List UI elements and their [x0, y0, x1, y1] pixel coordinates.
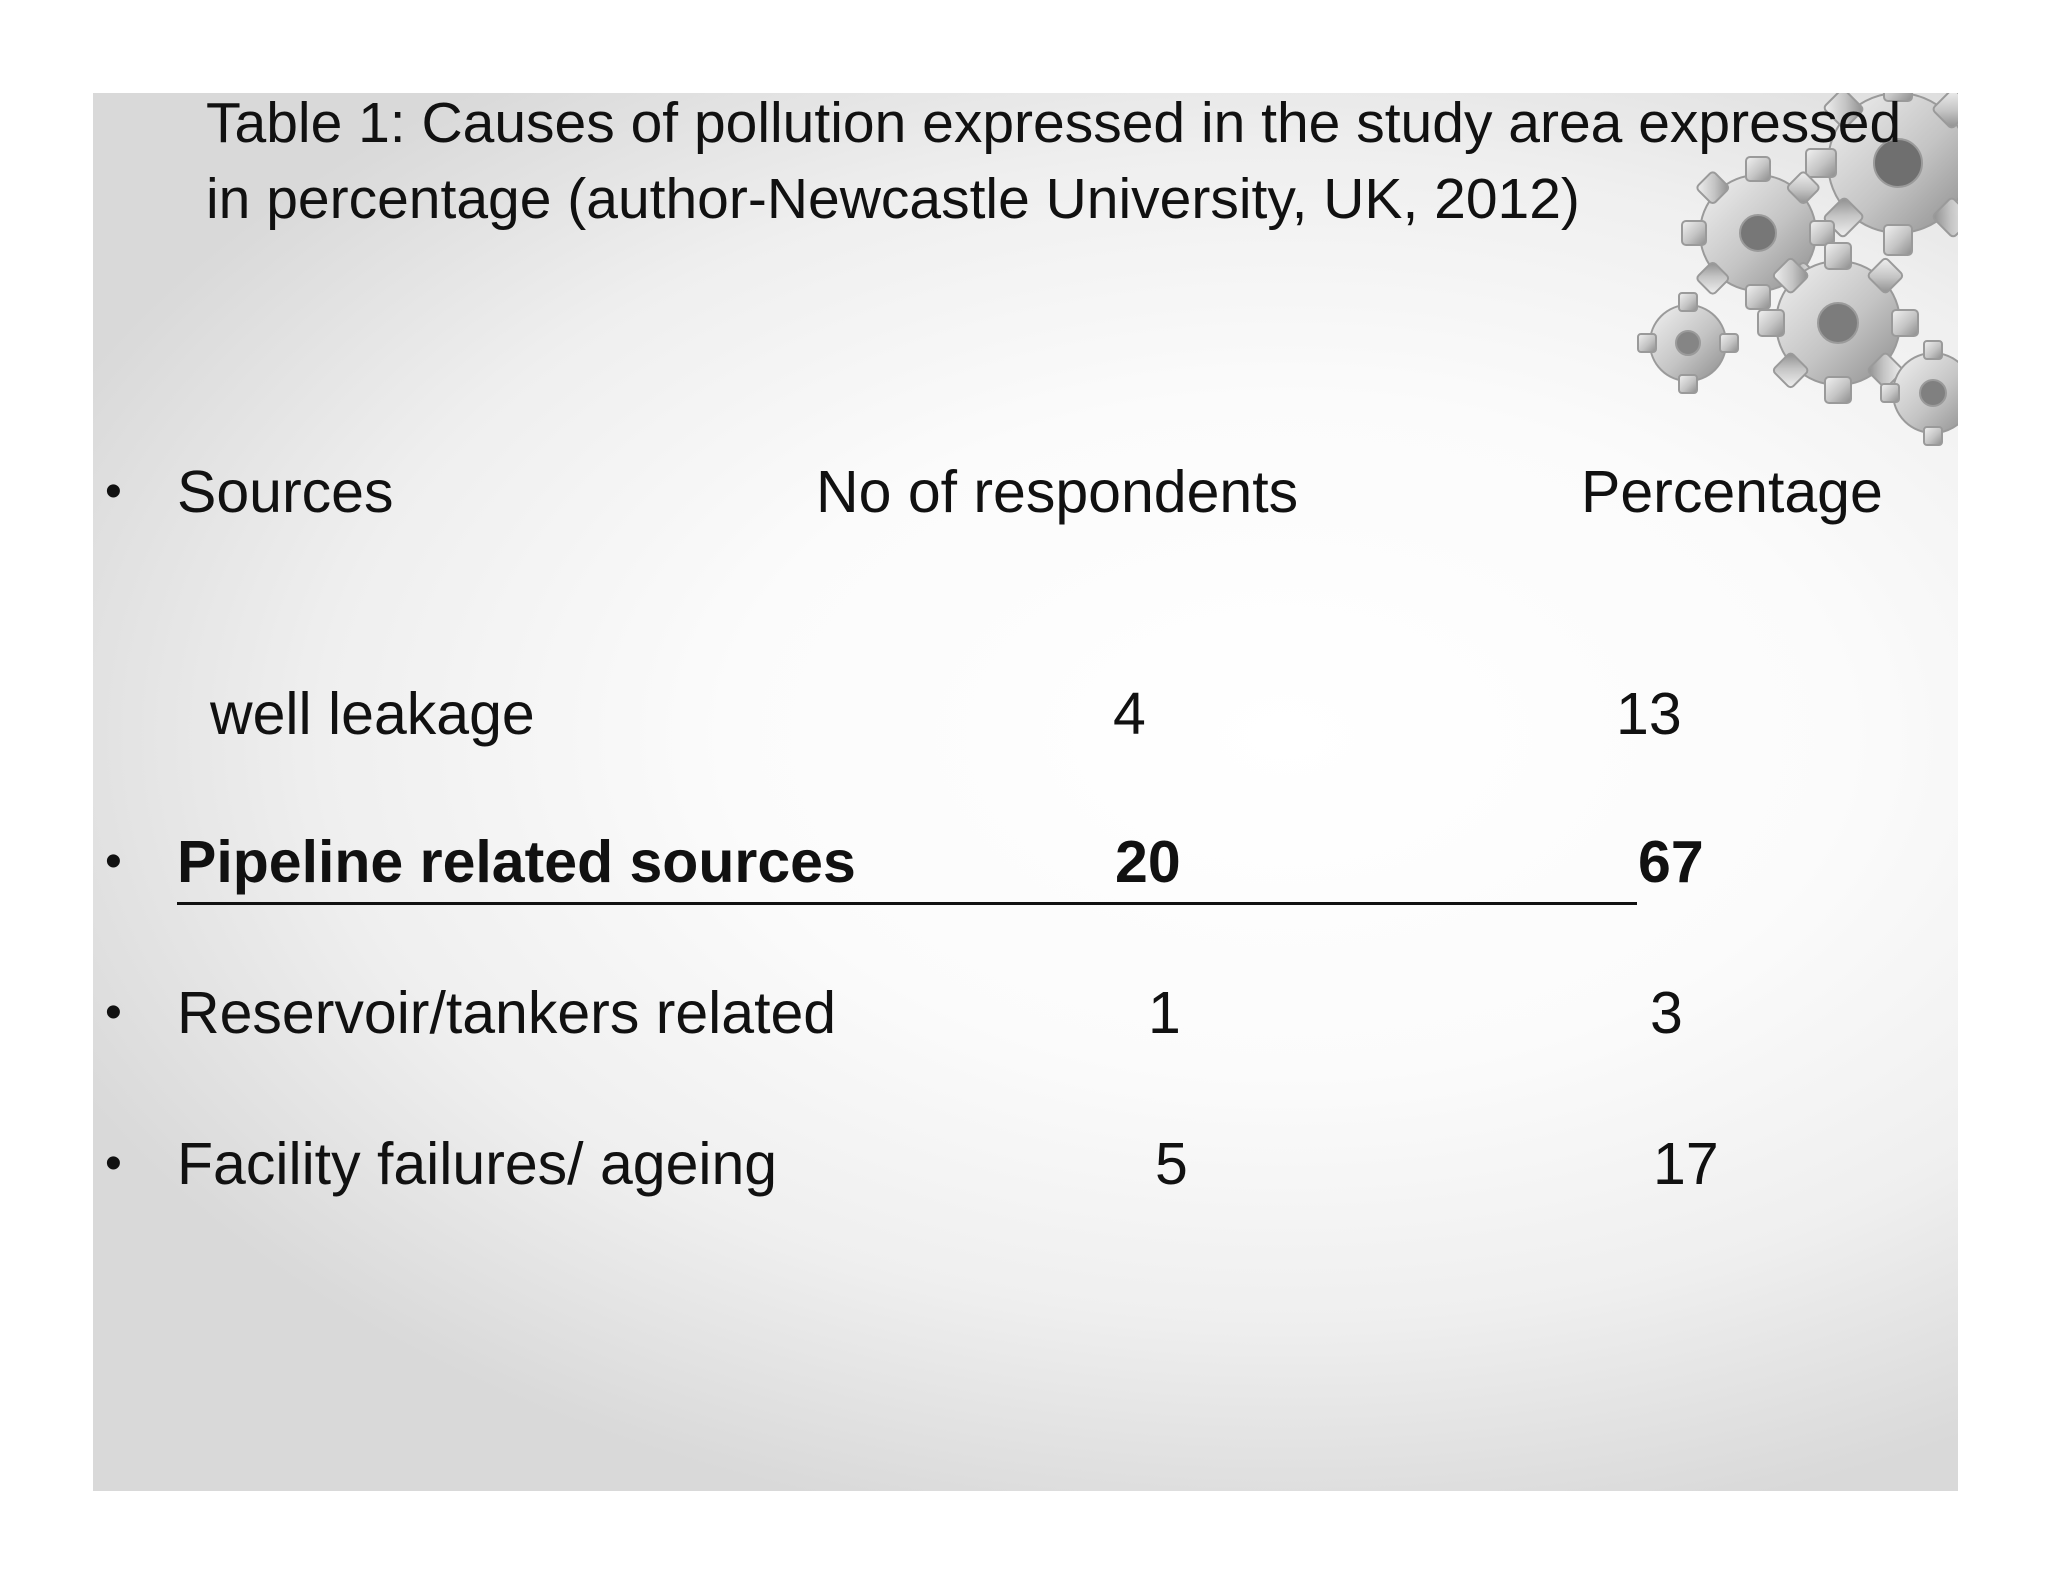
table-row: well leakage 4 13 — [93, 674, 1958, 754]
row-source: Reservoir/tankers related — [177, 980, 837, 1046]
bullet: • — [105, 1137, 122, 1190]
row-respondents: 20 — [1115, 829, 1181, 895]
row-source: well leakage — [210, 681, 535, 747]
row-percentage: 3 — [1650, 980, 1683, 1046]
row-percentage: 67 — [1638, 829, 1704, 895]
table-row: • Facility failures/ ageing 5 17 — [93, 1124, 1958, 1204]
row-percentage: 17 — [1653, 1131, 1719, 1197]
row-source: Facility failures/ ageing — [177, 1131, 778, 1197]
table-row: • Reservoir/tankers related 1 3 — [93, 973, 1958, 1053]
row-respondents: 1 — [1148, 980, 1181, 1046]
table-row-highlighted: • Pipeline related sources 20 67 — [93, 822, 1958, 905]
header-respondents: No of respondents — [816, 459, 1299, 525]
bullet: • — [105, 986, 122, 1039]
row-respondents: 5 — [1155, 1131, 1188, 1197]
table-header-row: • Sources No of respondents Percentage — [93, 452, 1958, 532]
header-sources: Sources — [177, 459, 394, 525]
bullet: • — [105, 835, 122, 888]
slide-title: Table 1: Causes of pollution expressed i… — [206, 93, 1902, 231]
row-underline — [177, 902, 1637, 905]
bullet: • — [105, 465, 122, 518]
row-source: Pipeline related sources — [177, 829, 856, 895]
gear-cluster-icon — [1637, 93, 1958, 446]
row-respondents: 4 — [1113, 681, 1146, 747]
row-percentage: 13 — [1616, 681, 1682, 747]
header-percentage: Percentage — [1581, 459, 1883, 525]
slide: Table 1: Causes of pollution expressed i… — [93, 93, 1958, 1491]
